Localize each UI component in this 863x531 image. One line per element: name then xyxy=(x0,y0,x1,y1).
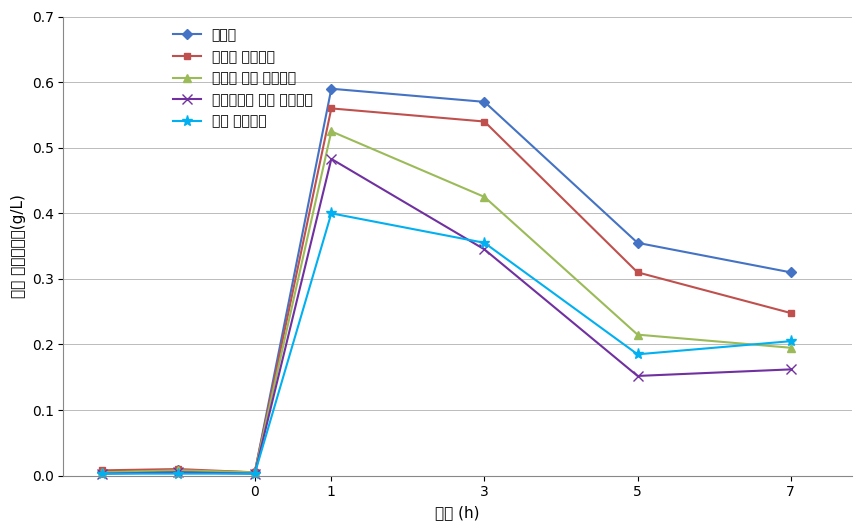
우산고로쉬 수액 셉취음료 xyxy=(173,469,184,476)
추출물 숙취음료 xyxy=(785,310,796,316)
우산고로쉬 수액 셉취음료 xyxy=(249,470,260,477)
시판 셉취음료 xyxy=(479,239,489,246)
고로쉬 수액 셉취음료 xyxy=(97,469,107,476)
시판 셉취음료 xyxy=(785,338,796,345)
시판 셉취음료 xyxy=(173,470,184,477)
고로쉬 수액 셉취음료 xyxy=(479,194,489,200)
Line: 증류수: 증류수 xyxy=(98,85,794,476)
시판 셉취음료 xyxy=(633,351,643,357)
증류수 xyxy=(173,467,184,474)
추출물 숙취음료 xyxy=(326,105,337,112)
시판 셉취음료 xyxy=(97,470,107,477)
추출물 숙취음료 xyxy=(633,269,643,276)
증류수 xyxy=(479,99,489,105)
X-axis label: 시간 (h): 시간 (h) xyxy=(436,505,480,520)
고로쉬 수액 셉취음료 xyxy=(785,345,796,351)
우산고로쉬 수액 셉취음료 xyxy=(479,246,489,253)
Line: 우산고로쉬 수액 셉취음료: 우산고로쉬 수액 셉취음료 xyxy=(97,154,796,478)
증류수 xyxy=(785,269,796,276)
Line: 시판 셉취음료: 시판 셉취음료 xyxy=(96,208,797,479)
증류수 xyxy=(97,469,107,476)
우산고로쉬 수액 셉취음료 xyxy=(326,156,337,162)
증류수 xyxy=(326,85,337,92)
우산고로쉬 수액 셉취음료 xyxy=(633,373,643,379)
고로쉬 수액 셉취음료 xyxy=(633,331,643,338)
시판 셉취음료 xyxy=(326,210,337,217)
고로쉬 수액 셉취음료 xyxy=(326,128,337,134)
고로쉬 수액 셉취음료 xyxy=(249,469,260,476)
Line: 추출물 숙취음료: 추출물 숙취음료 xyxy=(98,105,794,476)
증류수 xyxy=(249,469,260,476)
추출물 숙취음료 xyxy=(479,118,489,125)
우산고로쉬 수액 셉취음료 xyxy=(785,366,796,373)
추출물 숙취음료 xyxy=(173,466,184,472)
Legend: 증류수, 추출물 숙취음료, 고로쉬 수액 셉취음료, 우산고로쉬 수액 셉취음료, 시판 셉취음료: 증류수, 추출물 숙취음료, 고로쉬 수액 셉취음료, 우산고로쉬 수액 셉취음… xyxy=(173,28,312,129)
증류수 xyxy=(633,239,643,246)
추출물 숙취음료 xyxy=(97,467,107,474)
추출물 숙취음료 xyxy=(249,469,260,476)
시판 셉취음료 xyxy=(249,470,260,477)
우산고로쉬 수액 셉취음료 xyxy=(97,470,107,477)
Line: 고로쉬 수액 셉취음료: 고로쉬 수액 셉취음료 xyxy=(98,127,795,476)
Y-axis label: 혜중 에탄올농도(g/L): 혜중 에탄올농도(g/L) xyxy=(11,194,26,298)
고로쉬 수액 셉취음료 xyxy=(173,467,184,474)
